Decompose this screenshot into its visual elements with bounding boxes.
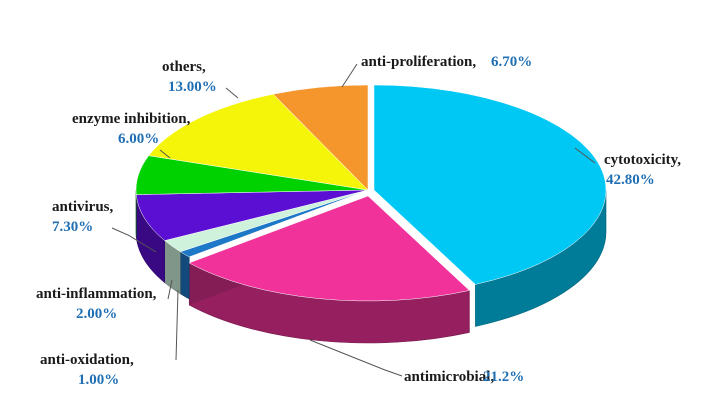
leader-line-enzyme-inhibition: [159, 149, 171, 159]
leader-line-antimicrobial: [309, 339, 403, 377]
value-label-anti-proliferation: 6.70%: [491, 54, 532, 70]
label-anti-oxidation: anti-oxidation,: [40, 352, 134, 368]
value-label-anti-inflammation: 2.00%: [76, 306, 117, 322]
label-anti-proliferation: anti-proliferation,: [361, 54, 476, 70]
slice-antivirus: [135, 189, 369, 241]
label-leader-lines: [111, 63, 596, 377]
slice-side-anti-oxidation: [180, 251, 190, 300]
slice-antimicrobial: [188, 195, 470, 302]
value-label-antimicrobial: 21.2%: [483, 369, 524, 385]
pie-top-faces: [135, 84, 607, 302]
slice-cytotoxicity: [373, 84, 607, 285]
value-label-antivirus: 7.30%: [52, 219, 93, 235]
label-others: others,: [162, 59, 206, 75]
value-label-anti-oxidation: 1.00%: [78, 372, 119, 388]
value-label-cytotoxicity: 42.80%: [606, 172, 655, 188]
value-label-enzyme-inhibition: 6.00%: [118, 131, 159, 147]
label-enzyme-inhibition: enzyme inhibition,: [72, 111, 191, 127]
slice-labels: cytotoxicity, 42.80% antimicrobial,21.2% an…: [36, 54, 681, 388]
label-antimicrobial: antimicrobial,: [404, 369, 494, 385]
leader-line-cytotoxicity: [574, 147, 596, 164]
leader-line-anti-oxidation: [175, 289, 179, 361]
leader-line-anti-inflammation: [167, 279, 173, 300]
value-label-others: 13.00%: [168, 79, 217, 95]
label-cytotoxicity: cytotoxicity,: [604, 152, 681, 168]
leader-line-anti-proliferation: [341, 63, 358, 88]
label-antivirus: antivirus,: [52, 199, 114, 215]
slice-anti-proliferation: [272, 84, 369, 191]
leader-line-antivirus: [111, 227, 157, 253]
slice-others: [148, 93, 369, 191]
label-anti-inflammation: anti-inflammation,: [36, 286, 157, 302]
leader-line-others: [225, 87, 239, 99]
